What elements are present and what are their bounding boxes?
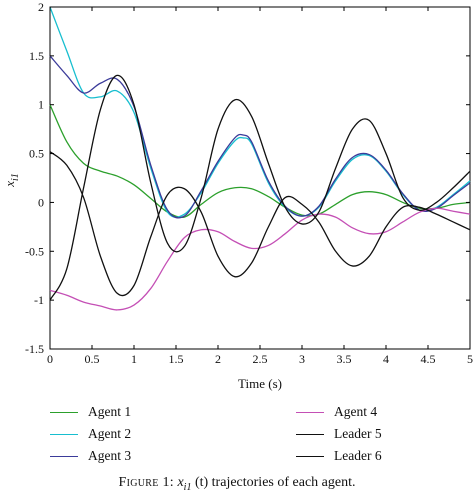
legend-item-leader-5: Leader 5 bbox=[296, 424, 382, 444]
y-ticks: 2 1.5 1 0.5 0 -0.5 -1 -1.5 bbox=[25, 0, 470, 356]
y-tick-label: -0.5 bbox=[25, 244, 44, 258]
figure-caption: Figure 1: xi1 (t) trajectories of each a… bbox=[0, 475, 474, 493]
legend: Agent 1 Agent 2 Agent 3 Agent 4 Leader 5… bbox=[0, 400, 474, 470]
caption-symbol: xi1 bbox=[177, 475, 192, 493]
y-tick-label: 1 bbox=[38, 98, 44, 112]
x-tick-label: 3.5 bbox=[337, 352, 352, 366]
line-chart: 0 0.5 1 1.5 2 2.5 3 3.5 4 4.5 5 2 1.5 1 0.5 0 -0.5 -1 -1.… bbox=[2, 0, 473, 391]
y-axis-label-sub: i1 bbox=[10, 173, 21, 181]
x-tick-label: 1 bbox=[131, 352, 137, 366]
x-tick-label: 2.5 bbox=[253, 352, 268, 366]
x-tick-label: 0 bbox=[47, 352, 53, 366]
legend-label: Leader 5 bbox=[334, 426, 382, 441]
legend-swatch bbox=[296, 455, 324, 457]
legend-label: Agent 1 bbox=[88, 404, 132, 419]
legend-label: Agent 4 bbox=[334, 404, 378, 419]
caption-symbol-main: x bbox=[177, 475, 184, 490]
y-tick-label: -1.5 bbox=[25, 342, 44, 356]
x-tick-label: 2 bbox=[215, 352, 221, 366]
caption-figure-label: Figure 1: bbox=[118, 475, 174, 490]
series-line-leader-6 bbox=[49, 151, 471, 297]
legend-label: Agent 2 bbox=[88, 426, 132, 441]
series-line-agent-1 bbox=[49, 104, 471, 219]
series-line-agent-4 bbox=[49, 207, 471, 311]
legend-item-leader-6: Leader 6 bbox=[296, 446, 382, 466]
legend-item-agent-2: Agent 2 bbox=[50, 424, 131, 444]
caption-argument: (t) bbox=[194, 475, 209, 490]
legend-swatch bbox=[50, 433, 78, 435]
y-tick-label: 0 bbox=[38, 195, 44, 209]
x-axis-label: Time (s) bbox=[238, 376, 282, 391]
legend-label: Leader 6 bbox=[334, 448, 382, 463]
caption-rest: trajectories of each agent. bbox=[211, 475, 356, 490]
x-ticks: 0 0.5 1 1.5 2 2.5 3 3.5 4 4.5 5 bbox=[47, 7, 473, 366]
x-tick-label: 1.5 bbox=[169, 352, 184, 366]
series-line-agent-2 bbox=[49, 6, 471, 218]
legend-swatch bbox=[296, 411, 324, 413]
caption-symbol-sub: i1 bbox=[183, 481, 192, 493]
series-line-leader-5 bbox=[49, 74, 471, 301]
x-tick-label: 3 bbox=[299, 352, 305, 366]
x-tick-label: 0.5 bbox=[85, 352, 100, 366]
legend-swatch bbox=[296, 433, 324, 435]
legend-item-agent-4: Agent 4 bbox=[296, 402, 377, 422]
x-tick-label: 5 bbox=[467, 352, 473, 366]
legend-item-agent-3: Agent 3 bbox=[50, 446, 131, 466]
y-tick-label: -1 bbox=[34, 293, 44, 307]
y-axis-label-main: x bbox=[2, 181, 17, 188]
legend-item-agent-1: Agent 1 bbox=[50, 402, 131, 422]
y-tick-label: 1.5 bbox=[29, 49, 44, 63]
plot-frame bbox=[49, 6, 471, 350]
svg-text:xi1: xi1 bbox=[2, 173, 21, 188]
y-tick-label: 0.5 bbox=[29, 147, 44, 161]
legend-label: Agent 3 bbox=[88, 448, 132, 463]
x-tick-label: 4 bbox=[383, 352, 389, 366]
legend-swatch bbox=[50, 455, 78, 457]
y-axis-label: xi1 bbox=[2, 173, 21, 188]
legend-swatch bbox=[50, 411, 78, 413]
series-layer bbox=[49, 6, 471, 311]
x-tick-label: 4.5 bbox=[421, 352, 436, 366]
y-tick-label: 2 bbox=[38, 0, 44, 14]
